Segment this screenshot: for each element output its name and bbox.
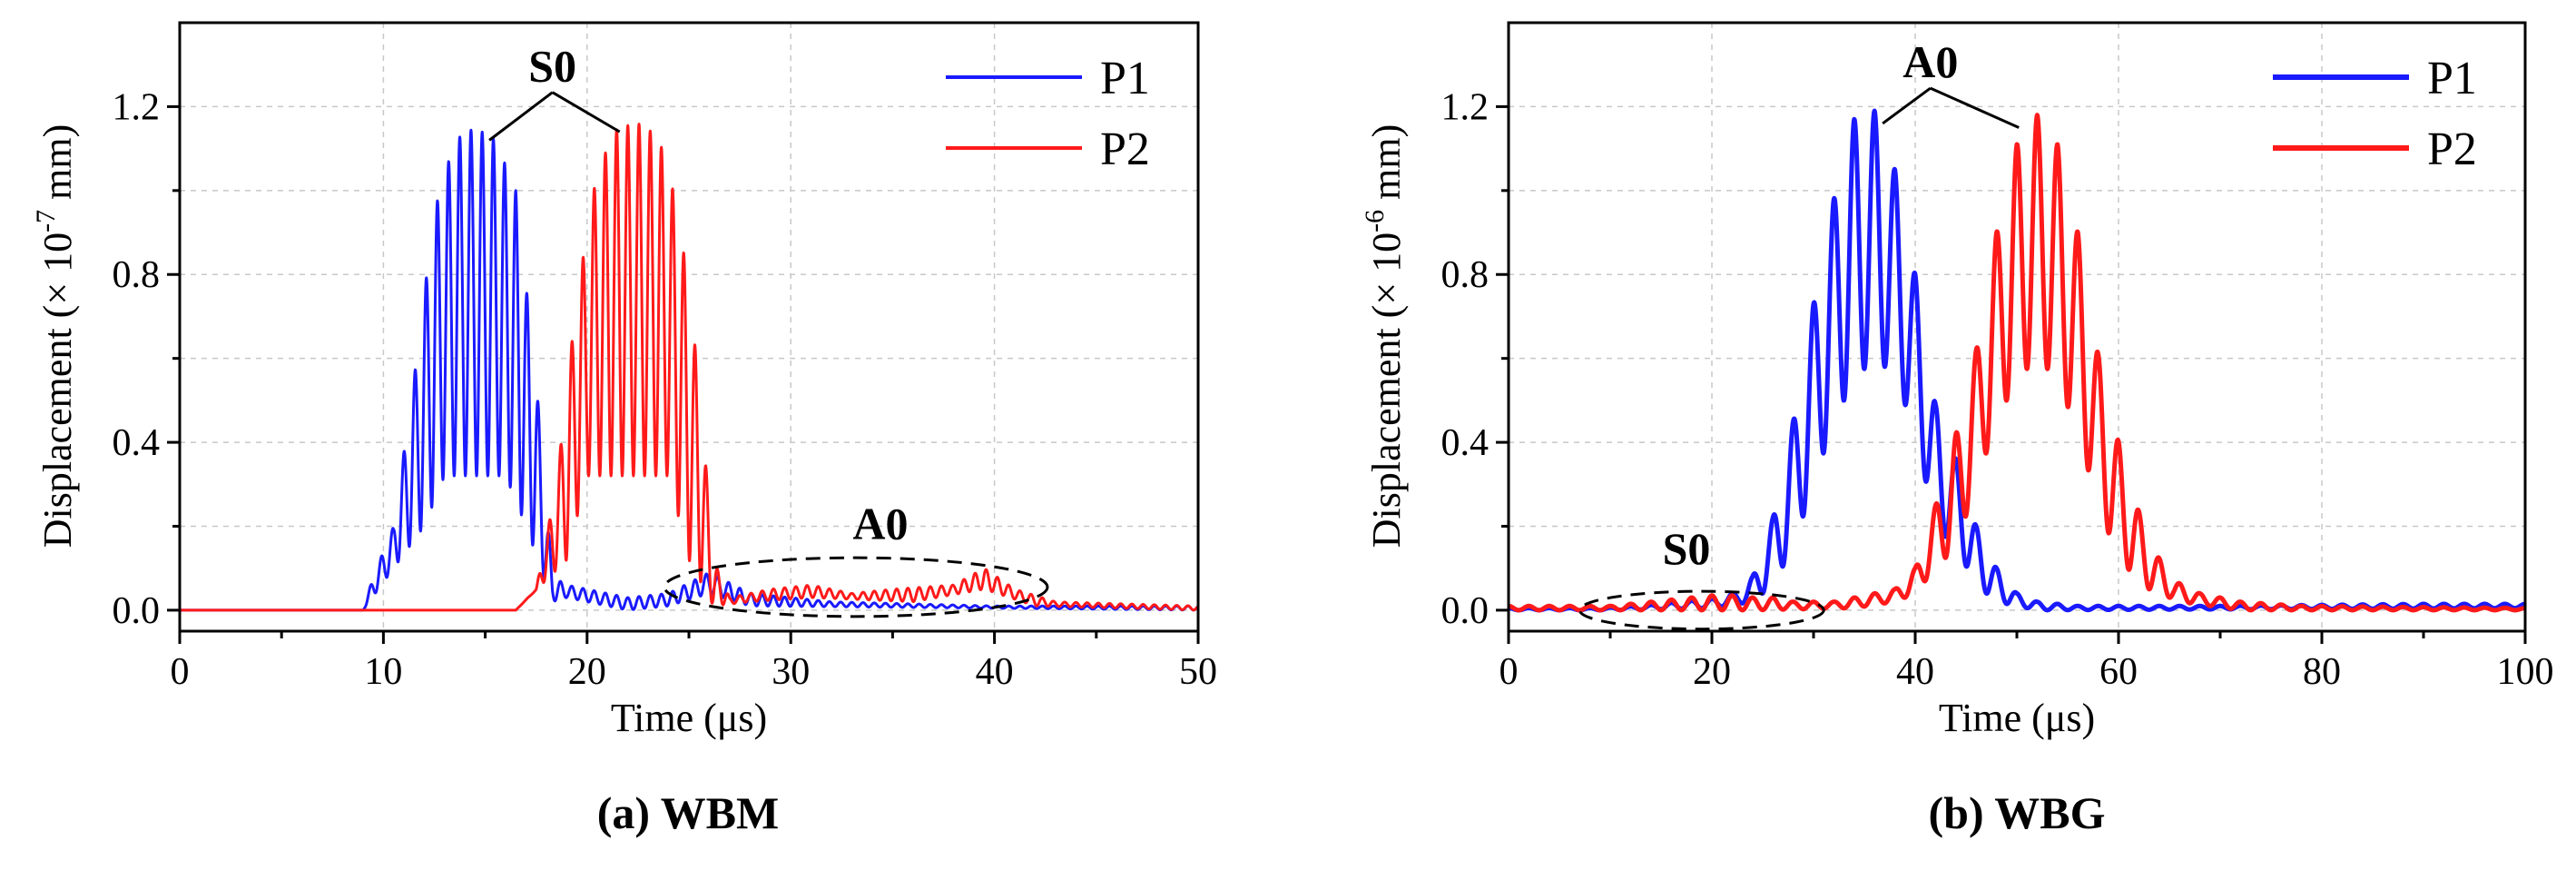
- panel-a-xtick-label: 10: [364, 651, 402, 693]
- panel-a-annotation-a0: A0: [852, 498, 908, 549]
- panel-b-frame: [1507, 21, 2527, 633]
- panel-b-annotation-pointer: [1930, 86, 2020, 129]
- panel-b-annotation-ellipse: [1578, 589, 1825, 631]
- panel-b-ytick-label: 0.0: [1441, 590, 1490, 632]
- panel-b-annotation-a0: A0: [1903, 36, 1958, 87]
- panel-b-series-p1: [1506, 108, 2528, 613]
- panel-a-ylabel-exp: -7: [31, 210, 61, 232]
- panel-a-xtick-label: 20: [568, 651, 606, 693]
- panel-a-legend-label-p1: P1: [1100, 53, 1150, 104]
- panel-b-xtick-label: 100: [2497, 651, 2554, 693]
- panel-b-ytick-label: 0.8: [1441, 254, 1490, 296]
- panel-a-xtick-label: 40: [976, 651, 1014, 693]
- panel-b-ytick-label: 0.4: [1441, 422, 1490, 464]
- panel-b-ytick-label: 1.2: [1441, 86, 1490, 128]
- panel-b-series-p2: [1506, 113, 2528, 613]
- panel-a-legend-label-p2: P2: [1100, 124, 1150, 175]
- panel-b-legend-label-p2: P2: [2427, 124, 2477, 175]
- panel-a-caption: (a) WBM: [597, 787, 779, 838]
- panel-a-series-p2: [178, 123, 1200, 612]
- panel-b-ylabel-unit: mm): [1364, 124, 1409, 210]
- panel-b-xtick-label: 80: [2303, 651, 2341, 693]
- panel-a-annotation-s0: S0: [528, 41, 576, 92]
- panel-b-annotation-s0: S0: [1663, 523, 1711, 574]
- panel-b-legend-label-p1: P1: [2427, 53, 2477, 104]
- panel-b-xtick-label: 20: [1693, 651, 1731, 693]
- panel-a-annotation-pointer: [488, 91, 554, 142]
- panel-b-xlabel: Time (μs): [1939, 696, 2095, 740]
- panel-b-ylabel: Displacement (× 10-6 mm): [1360, 124, 1409, 549]
- panel-b-annotation-pointer: [1882, 86, 1932, 125]
- panel-a-ylabel: Displacement (× 10-7 mm): [31, 124, 80, 549]
- panel-a-annotation-pointer: [551, 91, 621, 133]
- panel-b-xtick-label: 40: [1896, 651, 1934, 693]
- panel-a-ytick-label: 1.2: [113, 86, 161, 128]
- panel-b-caption: (b) WBG: [1929, 787, 2106, 838]
- panel-b-ylabel-text: Displacement (× 10: [1364, 232, 1409, 548]
- panel-a-xlabel: Time (μs): [611, 696, 767, 740]
- panel-b-ylabel-exp: -6: [1360, 210, 1390, 232]
- panel-a-annotation-ellipse: [663, 556, 1049, 618]
- panel-a-ytick-label: 0.8: [113, 254, 161, 296]
- panel-a-xtick-label: 30: [772, 651, 810, 693]
- panel-a-ytick-label: 0.4: [113, 422, 161, 464]
- panel-b-xtick-label: 60: [2099, 651, 2138, 693]
- panel-a-ytick-label: 0.0: [113, 590, 161, 632]
- panel-a-ylabel-text: Displacement (× 10: [35, 232, 80, 548]
- panel-b-xtick-label: 0: [1499, 651, 1519, 693]
- panel-a-xtick-label: 0: [171, 651, 190, 693]
- panel-a-ylabel-unit: mm): [35, 124, 80, 210]
- panel-a-xtick-label: 50: [1179, 651, 1217, 693]
